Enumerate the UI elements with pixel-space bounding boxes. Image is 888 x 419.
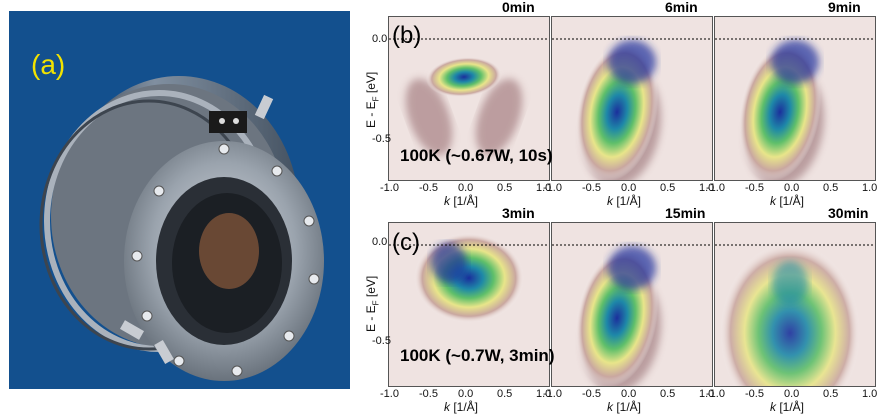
spectrum-plot-panel_c-2 bbox=[714, 222, 876, 387]
x-tick: 0.0 bbox=[458, 182, 474, 194]
x-tick: 0.0 bbox=[458, 388, 474, 400]
x-tick: 1.0 bbox=[536, 388, 552, 400]
x-tick: 0.5 bbox=[497, 182, 513, 194]
x-axis-label: k [1/Å] bbox=[444, 194, 479, 208]
spectrum-plot-panel_b-0 bbox=[388, 16, 550, 181]
x-tick: -1.0 bbox=[380, 388, 399, 400]
x-tick: -0.5 bbox=[582, 182, 601, 194]
spectrum-intensity-map bbox=[552, 223, 712, 386]
x-tick: -1.0 bbox=[543, 388, 562, 400]
x-axis-label: k [1/Å] bbox=[444, 400, 479, 414]
x-axis-label: k [1/Å] bbox=[770, 194, 805, 208]
spectrum-intensity-map bbox=[389, 223, 549, 386]
panel-c-label: (c) bbox=[392, 229, 420, 256]
x-tick: -0.5 bbox=[582, 388, 601, 400]
x-tick: 0.5 bbox=[823, 182, 839, 194]
y-tick-bottom-0: 0.0 bbox=[372, 236, 388, 248]
x-tick: 1.0 bbox=[699, 182, 715, 194]
x-tick: -1.0 bbox=[706, 388, 725, 400]
x-axis-label: k [1/Å] bbox=[770, 400, 805, 414]
x-tick: 0.0 bbox=[784, 182, 800, 194]
y-tick-top-0: 0.0 bbox=[372, 33, 388, 45]
spectrum-intensity-map bbox=[552, 17, 712, 180]
x-tick: 1.0 bbox=[862, 182, 878, 194]
x-axis-label: k [1/Å] bbox=[607, 194, 642, 208]
x-tick: 0.0 bbox=[784, 388, 800, 400]
time-label: 6min bbox=[665, 0, 698, 15]
x-tick: 1.0 bbox=[862, 388, 878, 400]
time-label: 3min bbox=[502, 205, 535, 221]
spectrum-intensity-map bbox=[389, 17, 549, 180]
time-label: 0min bbox=[502, 0, 535, 15]
y-axis-label-bottom: E - EF [eV] bbox=[364, 275, 381, 332]
device-render-panel: (a) bbox=[9, 11, 350, 389]
y-tick-top-1: -0.5 bbox=[372, 133, 391, 145]
x-tick: -0.5 bbox=[745, 388, 764, 400]
x-tick: 1.0 bbox=[699, 388, 715, 400]
spectrum-plot-panel_c-1 bbox=[551, 222, 713, 387]
x-tick: -1.0 bbox=[543, 182, 562, 194]
y-tick-bottom-1: -0.5 bbox=[372, 335, 391, 347]
time-label: 30min bbox=[828, 205, 869, 221]
panel-b-label: (b) bbox=[392, 22, 422, 49]
panel-c-condition: 100K (~0.7W, 3min) bbox=[400, 346, 555, 365]
y-axis-label-top: E - EF [eV] bbox=[364, 71, 381, 128]
x-tick: 0.5 bbox=[823, 388, 839, 400]
panel-a-label: (a) bbox=[31, 49, 66, 80]
panel-b-condition: 100K (~0.67W, 10s) bbox=[400, 146, 553, 165]
time-label: 9min bbox=[828, 0, 861, 15]
x-tick: 0.5 bbox=[660, 388, 676, 400]
x-tick: -0.5 bbox=[419, 388, 438, 400]
x-tick: -1.0 bbox=[380, 182, 399, 194]
x-tick: 0.0 bbox=[621, 182, 637, 194]
x-tick: 1.0 bbox=[536, 182, 552, 194]
x-tick: 0.0 bbox=[621, 388, 637, 400]
x-tick: -0.5 bbox=[419, 182, 438, 194]
x-tick: 0.5 bbox=[660, 182, 676, 194]
spectrum-intensity-map bbox=[715, 223, 875, 386]
spectrum-plot-panel_b-2 bbox=[714, 16, 876, 181]
time-label: 15min bbox=[665, 205, 706, 221]
x-tick: -1.0 bbox=[706, 182, 725, 194]
device-render-image bbox=[9, 11, 350, 389]
spectrum-intensity-map bbox=[715, 17, 875, 180]
spectrum-plot-panel_b-1 bbox=[551, 16, 713, 181]
spectrum-plot-panel_c-0 bbox=[388, 222, 550, 387]
x-axis-label: k [1/Å] bbox=[607, 400, 642, 414]
x-tick: 0.5 bbox=[497, 388, 513, 400]
x-tick: -0.5 bbox=[745, 182, 764, 194]
